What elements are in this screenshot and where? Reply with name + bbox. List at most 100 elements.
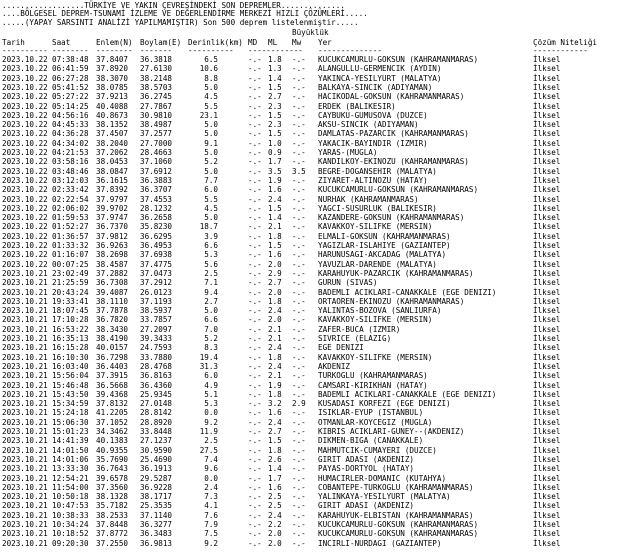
separator: ------------ xyxy=(533,46,588,55)
date: 2023.10.22 xyxy=(2,55,48,64)
ml: 3.2 xyxy=(268,399,282,409)
quality: İlksel xyxy=(533,148,561,157)
ml: 1.6 xyxy=(268,250,282,260)
quality: İlksel xyxy=(533,408,561,418)
md: -.- xyxy=(248,389,262,399)
depth: 5.3 xyxy=(204,399,218,409)
location: YALINKAYA-YESILYURT (MALATYA) xyxy=(318,492,451,502)
md: -.- xyxy=(248,352,262,362)
date: 2023.10.21 xyxy=(2,538,48,548)
mw: -.- xyxy=(292,482,306,492)
depth: 8.3 xyxy=(204,343,218,353)
longitude: 30.9590 xyxy=(140,445,173,455)
longitude: 33.8448 xyxy=(140,427,173,436)
latitude: 37.8920 xyxy=(96,64,129,74)
depth: 4.5 xyxy=(204,92,218,102)
location: KUCUKCAMURLU-GOKSUN (KAHRAMANMARAS) xyxy=(318,55,479,64)
depth: 5.5 xyxy=(204,101,218,111)
mw: -.- xyxy=(292,492,306,502)
date: 2023.10.22 xyxy=(2,194,48,204)
ml: 2.5 xyxy=(268,501,282,511)
quality: İlksel xyxy=(533,241,561,250)
depth: 7.0 xyxy=(204,324,218,334)
md: -.- xyxy=(248,464,262,474)
column-header: MD xyxy=(248,38,258,47)
ml: 2.4 xyxy=(268,194,282,204)
ml: 2.7 xyxy=(268,278,282,288)
location: YALINTAS-BOZOVA (SANLIURFA) xyxy=(318,306,442,316)
md: -.- xyxy=(248,73,262,83)
mw: -.- xyxy=(292,185,306,195)
location: ERDEK (BALIKESIR) xyxy=(318,101,396,111)
depth: 7.3 xyxy=(204,492,218,502)
time: 12:54:21 xyxy=(52,473,89,483)
time: 01:16:07 xyxy=(52,250,89,260)
date: 2023.10.21 xyxy=(2,324,48,334)
latitude: 41.2205 xyxy=(96,408,129,418)
depth: 2.5 xyxy=(204,268,218,278)
mw: -.- xyxy=(292,389,306,399)
latitude: 38.0453 xyxy=(96,157,129,167)
date: 2023.10.21 xyxy=(2,268,48,278)
time: 07:38:48 xyxy=(52,55,89,64)
quality: İlksel xyxy=(533,315,561,325)
latitude: 37.8132 xyxy=(96,399,129,409)
ml: 2.4 xyxy=(268,417,282,427)
latitude: 40.9355 xyxy=(96,445,129,455)
date: 2023.10.22 xyxy=(2,157,48,167)
location: COBANTEPE-TURKOGLU (KAHRAMANMARAS) xyxy=(318,482,474,492)
md: -.- xyxy=(248,343,262,353)
mw: -.- xyxy=(292,371,306,381)
latitude: 40.1383 xyxy=(96,436,129,446)
longitude: 28.8920 xyxy=(140,417,173,427)
ml: 1.8 xyxy=(268,55,282,64)
ml: 2.6 xyxy=(268,454,282,464)
depth: 7.4 xyxy=(204,454,218,464)
depth: 3.9 xyxy=(204,231,218,241)
ml: 1.0 xyxy=(268,138,282,148)
ml: 1.4 xyxy=(268,464,282,474)
location: TURKOGLU (KAHRAMANMARAS) xyxy=(318,371,428,381)
depth: 5.0 xyxy=(204,213,218,223)
longitude: 28.1232 xyxy=(140,203,173,213)
latitude: 38.2040 xyxy=(96,138,129,148)
quality: İlksel xyxy=(533,92,561,102)
date: 2023.10.22 xyxy=(2,138,48,148)
latitude: 38.3070 xyxy=(96,73,129,83)
location: AKSU-SINCIK (ADIYAMAN) xyxy=(318,120,419,130)
location: KUCUKCAMURLU-GOKSUN (KAHRAMANMARAS) xyxy=(318,520,479,529)
ml: 1.8 xyxy=(268,352,282,362)
md: -.- xyxy=(248,529,262,539)
longitude: 37.1193 xyxy=(140,296,173,306)
time: 20:43:24 xyxy=(52,287,89,297)
quality: İlksel xyxy=(533,352,561,362)
depth: 7.1 xyxy=(204,278,218,288)
separator: ------- xyxy=(140,46,173,55)
longitude: 27.6130 xyxy=(140,64,173,74)
latitude: 37.1052 xyxy=(96,417,129,427)
quality: İlksel xyxy=(533,185,561,195)
longitude: 29.5287 xyxy=(140,473,173,483)
depth: 2.4 xyxy=(204,482,218,492)
mw: -.- xyxy=(292,324,306,334)
latitude: 39.6578 xyxy=(96,473,129,483)
mw: -.- xyxy=(292,241,306,250)
date: 2023.10.21 xyxy=(2,492,48,502)
date: 2023.10.22 xyxy=(2,73,48,83)
time: 19:33:41 xyxy=(52,296,89,306)
md: -.- xyxy=(248,148,262,157)
time: 15:24:18 xyxy=(52,408,89,418)
time: 15:06:30 xyxy=(52,417,89,427)
md: -.- xyxy=(248,520,262,529)
ml: 1.6 xyxy=(268,185,282,195)
date: 2023.10.22 xyxy=(2,185,48,195)
magnitude-label: Büyüklük xyxy=(292,28,329,37)
longitude: 24.7593 xyxy=(140,343,173,353)
ml: 1.4 xyxy=(268,213,282,223)
quality: İlksel xyxy=(533,464,561,474)
date: 2023.10.21 xyxy=(2,473,48,483)
latitude: 38.1352 xyxy=(96,120,129,130)
time: 16:10:30 xyxy=(52,352,89,362)
location: CAYBUKU-GUMUSOVA (DUZCE) xyxy=(318,110,428,120)
ml: 2.3 xyxy=(268,120,282,130)
